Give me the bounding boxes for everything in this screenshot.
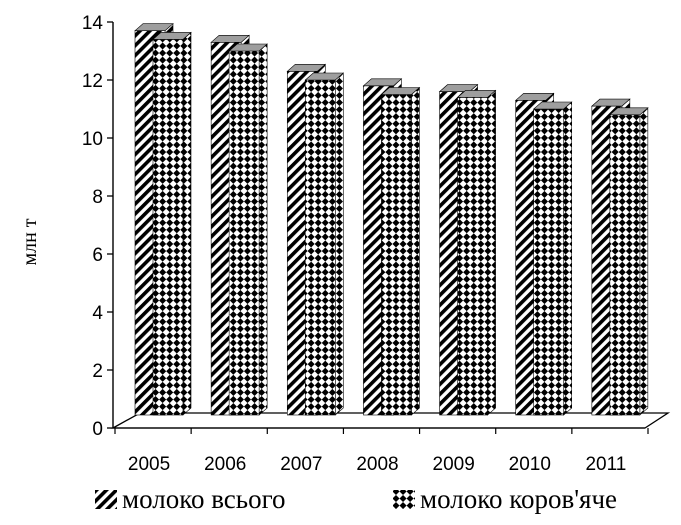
bar-cow-side	[182, 31, 192, 416]
x-tick-label: 2010	[509, 454, 551, 475]
bar-cow-top	[532, 101, 573, 110]
bar-cow-side	[487, 89, 496, 416]
bar-cow	[457, 97, 488, 416]
bar-cow-group	[380, 86, 421, 416]
bar-total-top	[134, 23, 174, 32]
bar-cow-top	[380, 87, 421, 95]
bar-cow-group	[152, 31, 192, 416]
y-tick-label: 10	[82, 129, 103, 150]
bar-cow	[609, 114, 641, 416]
bar-total-top	[286, 64, 327, 72]
bars	[134, 23, 649, 416]
y-axis-label: млн т	[19, 218, 41, 265]
bar-cow-group	[304, 72, 345, 416]
y-tick-label: 12	[82, 71, 103, 92]
y-tick-label: 6	[92, 245, 103, 266]
bar-cow-side	[334, 72, 344, 416]
x-tick-label: 2007	[280, 454, 322, 475]
bar-cow-top	[304, 72, 345, 81]
x-tick-label: 2006	[204, 454, 246, 475]
bar-total-top	[438, 84, 479, 92]
legend-label-total: молоко всього	[122, 484, 286, 514]
bar-cow-top	[152, 32, 192, 40]
bar-cow-side	[411, 86, 420, 416]
legend-item-cow: молоко коров'яче	[393, 484, 617, 514]
y-tick-label: 8	[92, 187, 103, 208]
x-tick-label: 2009	[433, 454, 475, 475]
bar-cow	[228, 50, 260, 416]
legend-swatch-total	[95, 490, 117, 509]
x-tick-label: 2008	[356, 454, 398, 475]
bar-cow-side	[258, 43, 268, 416]
legend-item-total: молоко всього	[95, 484, 286, 514]
bar-total-top	[591, 98, 631, 107]
bar-cow-top	[609, 107, 649, 116]
bar-cow	[304, 79, 336, 416]
bar-cow	[381, 94, 412, 416]
bar-cow	[152, 39, 184, 416]
axes: 0 2 4 6 8 10 12 14 2005 2006 2007 2008 2009 2010 2011	[82, 13, 671, 475]
y-tick-label: 0	[92, 419, 103, 440]
bar-cow-group	[532, 101, 573, 416]
bar-cow-side	[563, 101, 573, 416]
y-tick-label: 4	[92, 303, 103, 324]
bar-cow-side	[639, 107, 649, 416]
bar-cow-group	[228, 43, 268, 416]
bar-cow	[533, 108, 565, 416]
bar-cow-group	[609, 107, 649, 416]
x-tick-label: 2005	[128, 454, 170, 475]
legend-label-cow: молоко коров'яче	[420, 484, 617, 514]
bar-cow-top	[456, 90, 497, 98]
bar-total-top	[210, 34, 250, 43]
y-tick-label: 2	[92, 361, 103, 382]
y-tick-label: 14	[82, 13, 104, 34]
bar-total-top	[362, 78, 403, 87]
bar-cow-top	[228, 43, 268, 52]
x-tick-label: 2011	[585, 454, 626, 475]
legend: молоко всього молоко коров'яче	[95, 484, 617, 514]
legend-swatch-cow	[393, 490, 415, 509]
bar-cow-group	[456, 89, 497, 416]
bar-total-top	[514, 93, 555, 101]
